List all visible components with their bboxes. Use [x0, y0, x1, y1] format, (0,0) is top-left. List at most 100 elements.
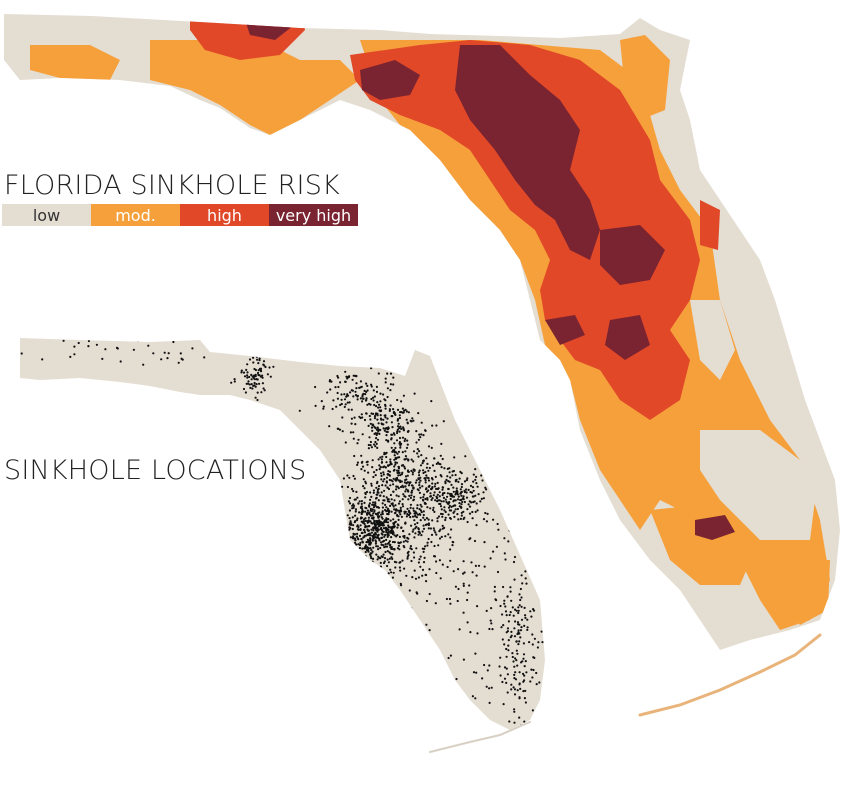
sinkhole-point	[326, 391, 329, 394]
sinkhole-point	[382, 418, 385, 421]
sinkhole-point	[464, 455, 467, 458]
sinkhole-point	[336, 397, 339, 400]
sinkhole-point	[385, 439, 388, 442]
sinkhole-point	[375, 521, 378, 524]
sinkhole-point	[352, 395, 355, 398]
sinkhole-point	[415, 516, 418, 519]
sinkhole-point	[366, 541, 369, 544]
sinkhole-point	[455, 492, 458, 495]
sinkhole-point	[378, 409, 381, 412]
sinkhole-point	[361, 416, 364, 419]
sinkhole-point	[380, 422, 383, 425]
sinkhole-point	[389, 552, 392, 555]
sinkhole-point	[515, 649, 518, 652]
sinkhole-point	[342, 521, 345, 524]
sinkhole-point	[339, 358, 342, 361]
sinkhole-point	[104, 348, 107, 351]
sinkhole-point	[449, 517, 452, 520]
sinkhole-point	[392, 477, 395, 480]
sinkhole-point	[252, 384, 255, 387]
sinkhole-point	[163, 351, 166, 354]
zone-moderate	[30, 45, 120, 80]
sinkhole-point	[400, 584, 403, 587]
sinkhole-point	[397, 474, 400, 477]
sinkhole-point	[451, 540, 454, 544]
sinkhole-point	[340, 398, 343, 401]
sinkhole-point	[439, 528, 442, 531]
sinkhole-point	[338, 523, 341, 526]
sinkhole-point	[429, 495, 432, 498]
sinkhole-point	[370, 482, 373, 485]
sinkhole-point	[460, 490, 463, 493]
sinkhole-point	[160, 358, 163, 361]
sinkhole-point	[471, 695, 474, 698]
sinkhole-point	[356, 532, 359, 536]
sinkhole-point	[391, 557, 394, 561]
sinkhole-point	[347, 408, 350, 411]
sinkhole-point	[376, 488, 379, 491]
sinkhole-point	[510, 630, 513, 634]
sinkhole-point	[416, 521, 419, 525]
sinkhole-point	[332, 399, 335, 402]
sinkhole-point	[365, 461, 368, 464]
sinkhole-point	[358, 500, 361, 503]
risk-legend: low mod. high very high	[2, 204, 358, 226]
sinkhole-point	[364, 629, 367, 633]
sinkhole-point	[447, 506, 451, 509]
sinkhole-point	[394, 479, 398, 482]
sinkhole-point	[348, 546, 351, 550]
sinkhole-point	[452, 495, 456, 498]
sinkhole-point	[520, 739, 522, 741]
sinkhole-point	[390, 421, 393, 424]
sinkhole-point	[483, 663, 486, 667]
sinkhole-point	[396, 452, 399, 455]
sinkhole-point	[356, 560, 359, 563]
sinkhole-point	[532, 608, 535, 611]
sinkhole-point	[386, 558, 389, 561]
sinkhole-point	[379, 400, 382, 403]
sinkhole-point	[443, 491, 446, 495]
sinkhole-point	[422, 527, 426, 530]
sinkhole-point	[375, 442, 378, 445]
sinkhole-point	[439, 577, 442, 580]
sinkhole-point	[419, 436, 422, 439]
sinkhole-point	[524, 689, 527, 693]
sinkhole-point	[379, 414, 382, 417]
sinkhole-point	[492, 518, 495, 521]
locations-map	[20, 338, 545, 753]
sinkhole-point	[515, 659, 518, 662]
sinkhole-point	[401, 498, 404, 501]
sinkhole-point	[388, 408, 391, 411]
sinkhole-point	[441, 457, 444, 461]
sinkhole-point	[264, 365, 267, 369]
sinkhole-point	[502, 585, 505, 589]
sinkhole-point	[351, 487, 354, 491]
sinkhole-point	[472, 473, 475, 476]
sinkhole-point	[380, 478, 383, 481]
sinkhole-point	[518, 716, 521, 719]
sinkhole-point	[468, 505, 472, 508]
sinkhole-point	[399, 480, 402, 484]
sinkhole-point	[426, 462, 429, 465]
sinkhole-point	[432, 494, 435, 497]
sinkhole-point	[422, 493, 426, 496]
sinkhole-point	[455, 487, 458, 490]
sinkhole-point	[389, 568, 392, 571]
sinkhole-point	[396, 595, 399, 599]
legend-item-moderate: mod.	[91, 204, 180, 226]
sinkhole-point	[366, 521, 369, 524]
zone-very-high	[605, 315, 650, 360]
sinkhole-point	[366, 588, 369, 591]
sinkhole-point	[367, 516, 370, 519]
sinkhole-point	[417, 471, 420, 474]
sinkhole-point	[435, 533, 438, 536]
sinkhole-point	[388, 463, 391, 466]
sinkhole-point	[444, 510, 447, 514]
sinkhole-point	[356, 398, 359, 401]
sinkhole-point	[403, 536, 406, 539]
sinkhole-point	[396, 534, 399, 537]
sinkhole-point	[454, 473, 457, 477]
sinkhole-point	[368, 414, 371, 418]
sinkhole-point	[429, 507, 432, 510]
sinkhole-point	[248, 375, 251, 379]
